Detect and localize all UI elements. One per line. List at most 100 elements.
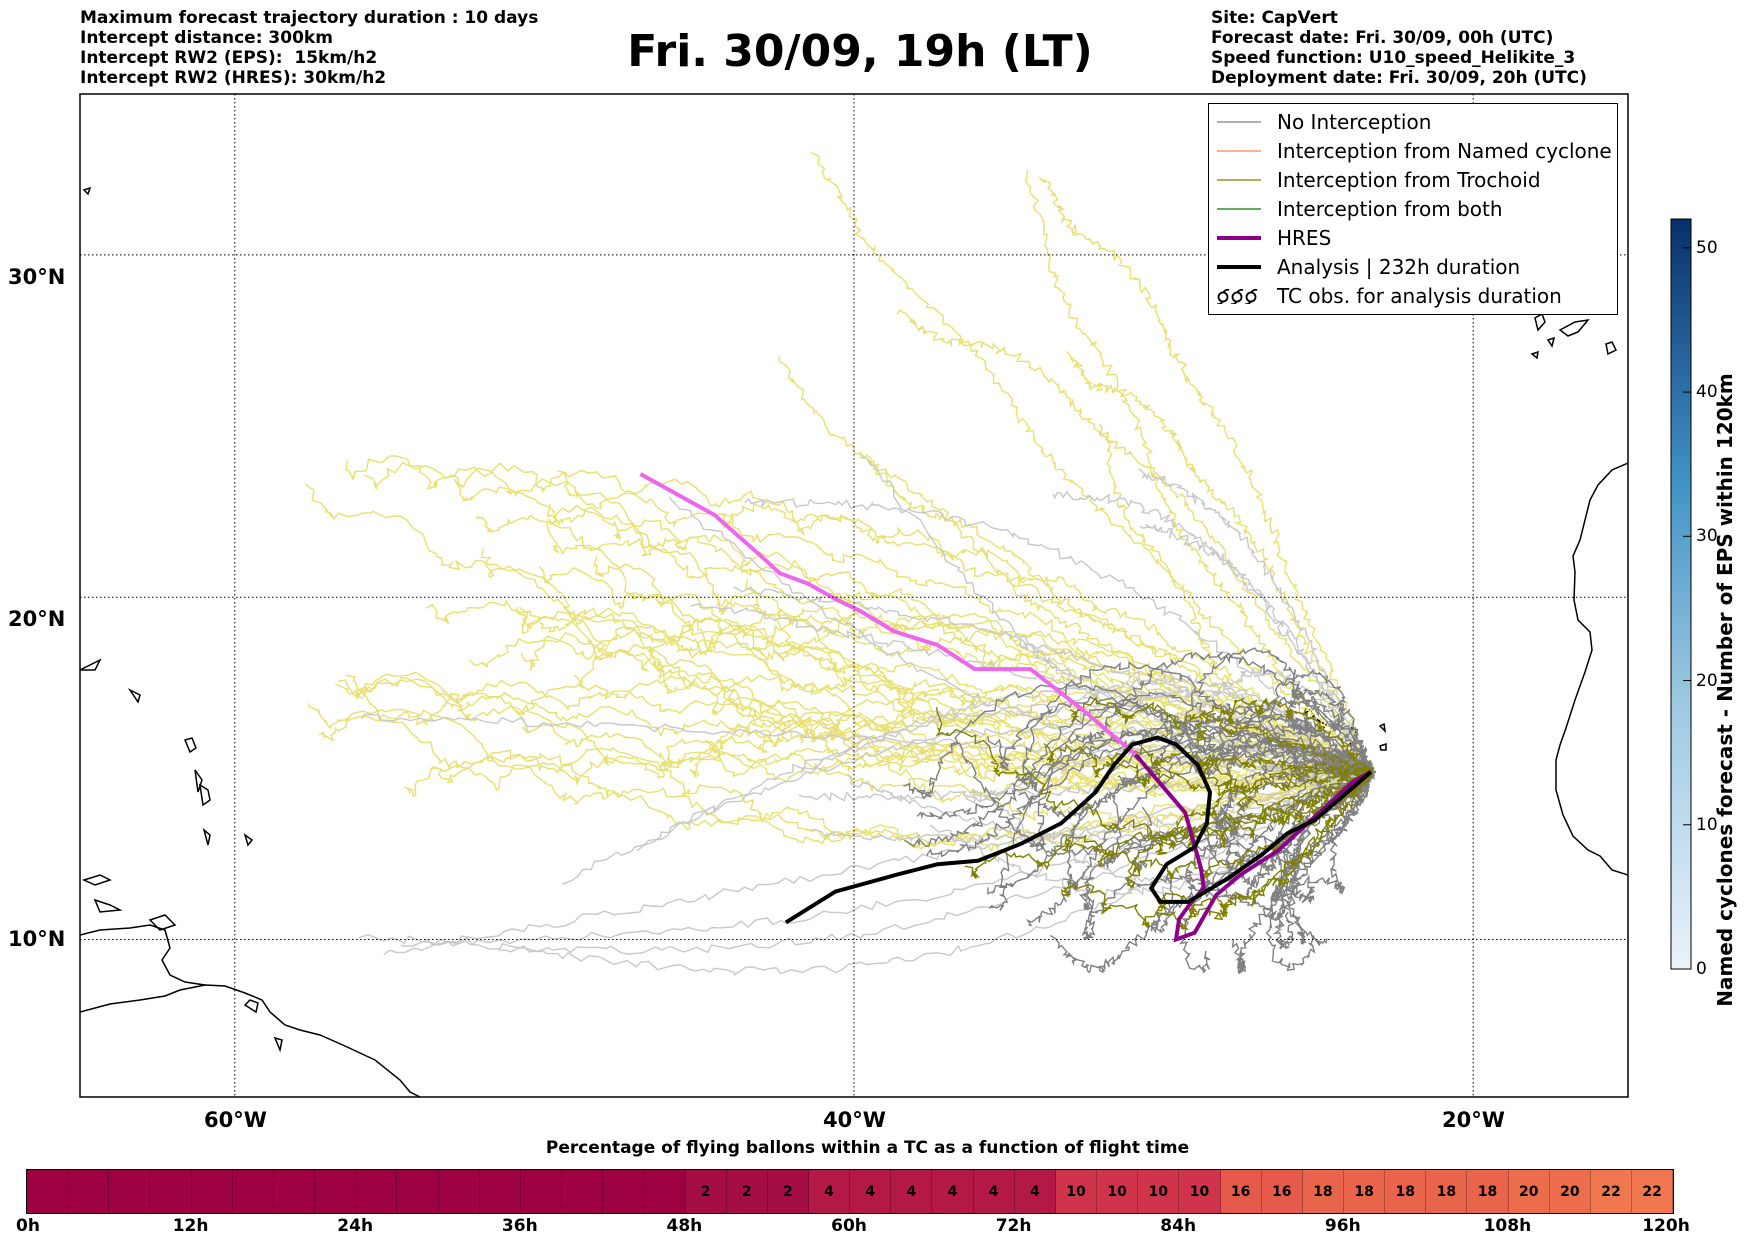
no-interception-trajectory [1286,688,1372,777]
canary-islands-3 [1605,341,1618,356]
legend-named-cyclone: Interception from Named cyclone [1215,136,1612,165]
trochoid-trajectory [1043,742,1371,796]
african-coast [1555,462,1628,876]
time-bar-cell: 10 [1055,1170,1098,1213]
hres-track-light [639,472,1137,757]
time-bar-cell [191,1170,233,1213]
no-interception-trajectory-faded [690,603,1372,775]
caribbean-isles-7 [127,688,141,704]
time-bar-cell: 18 [1302,1170,1344,1213]
no-interception-trajectory [926,728,1376,858]
lon-label-20w: 20°W [1442,1108,1505,1132]
no-interception-trajectory [1231,771,1375,975]
legend-swatch [1217,207,1261,210]
legend-both: Interception from both [1215,194,1503,223]
trochoid-trajectory [964,772,1374,880]
island-2 [273,1036,283,1053]
time-bar-cell: 18 [1426,1170,1468,1213]
caribbean-isles-1 [80,658,102,671]
time-bar-cell: 4 [932,1170,974,1213]
trochoid-trajectory-faded [363,461,1374,774]
trochoid-trajectory [1194,697,1373,776]
no-interception-trajectory-faded [847,770,1376,843]
no-interception-trajectory-faded [498,767,1373,977]
no-interception-trajectory [1068,651,1371,771]
no-interception-trajectory [1265,769,1373,972]
legend-label: Analysis | 232h duration [1277,254,1521,279]
time-bar-cell: 20 [1549,1170,1591,1213]
time-bar-cell: 2 [767,1170,809,1213]
legend-swatch [1217,235,1261,240]
no-interception-trajectory [1029,691,1373,850]
header-intercept-hres: Intercept RW2 (HRES): 30km/h2 [80,68,387,88]
legend-label: Interception from both [1277,196,1503,221]
legend-tc-obs: TC obs. for analysis duration [1215,281,1562,310]
no-interception-trajectory-faded [668,496,1369,775]
time-bar-label: 108h [1483,1216,1532,1236]
time-bar-cell: 2 [685,1170,727,1213]
time-bar-label: 24h [337,1216,374,1236]
cabo-verde-islands-6 [1379,742,1387,751]
legend-trochoid: Interception from Trochoid [1215,165,1541,194]
no-interception-trajectory-faded [1139,523,1371,773]
legend-label: No Interception [1277,109,1432,134]
time-bar-label: 36h [501,1216,538,1236]
colorbar-tick-label: 10 [1696,814,1718,835]
trochoid-trajectory-faded [425,599,1368,773]
legend-swatch [1217,149,1261,152]
trochoid-trajectory-faded [896,308,1374,772]
map-gridlines [80,94,1628,1097]
trochoid-trajectory [1125,763,1370,890]
time-bar-cell: 22 [1632,1170,1674,1213]
colorbar-tick-label: 20 [1696,670,1718,691]
island-1 [243,999,259,1014]
time-bar-label: 96h [1324,1216,1361,1236]
colorbar-tick-label: 40 [1696,382,1718,403]
map-frame [79,93,1629,1098]
colorbar-tick-label: 0 [1696,959,1707,979]
time-bar-cell [603,1170,645,1213]
legend-hres: HRES [1215,223,1331,252]
no-interception-trajectory [1272,772,1374,950]
no-interception-trajectory-faded [860,456,1369,777]
time-bar-cell: 4 [1014,1170,1056,1213]
legend-label: Interception from Named cyclone [1277,138,1612,163]
header-intercept-distance: Intercept distance: 300km [80,28,333,48]
time-bar-cell [68,1170,110,1213]
no-interception-trajectory [1184,647,1373,780]
lat-label-30n: 30°N [8,265,66,289]
time-bar-cell: 4 [973,1170,1015,1213]
legend-swatch [1217,120,1261,123]
time-bar-cell: 4 [808,1170,851,1213]
caribbean-isles-9 [93,898,123,913]
time-bar-cell: 18 [1344,1170,1386,1213]
lat-label-20n: 20°N [8,607,66,631]
caribbean-isles-5 [202,827,211,846]
tc-symbol-icon [1217,288,1258,304]
no-interception-trajectory [1062,741,1371,891]
legend-no-interception: No Interception [1215,107,1431,136]
no-interception-trajectory [1078,768,1375,911]
time-bar-label: 0h [16,1216,40,1236]
header-intercept-eps: Intercept RW2 (EPS): 15km/h2 [80,48,378,68]
canary-islands-5 [1546,336,1556,348]
time-bar-cell [479,1170,521,1213]
south-america-coast [80,984,421,1097]
no-interception-trajectory [1014,661,1374,788]
trochoid-trajectory-faded [648,649,1371,823]
caribbean-isles-4 [199,783,211,807]
header-right-info: Site: CapVert Forecast date: Fri. 30/09,… [1211,8,1587,88]
time-bar-cell: 10 [1097,1170,1139,1213]
no-interception-trajectory-faded [810,767,1371,844]
time-bar-cell [27,1170,69,1213]
time-bar-cell [315,1170,357,1213]
time-bar-cell: 2 [726,1170,768,1213]
trochoid-trajectory [1069,696,1373,776]
no-interception-trajectory-faded [636,702,1371,852]
no-interception-trajectory-faded [798,769,1373,802]
time-bar-cell [356,1170,398,1213]
time-bar-cell [273,1170,316,1213]
time-bar-label: 12h [172,1216,209,1236]
caribbean-isles-10 [148,914,177,931]
